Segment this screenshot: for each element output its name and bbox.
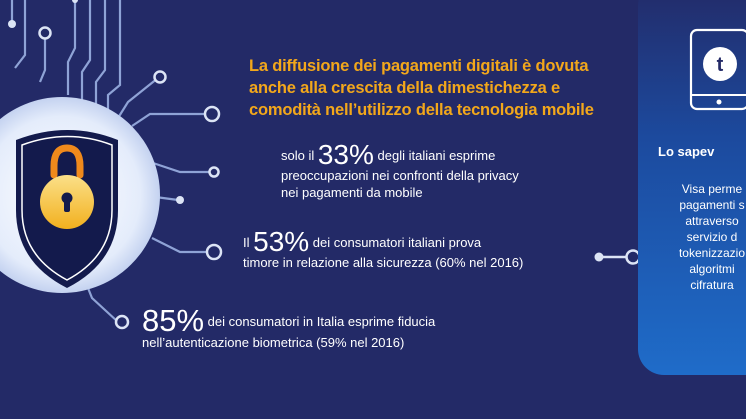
- side-panel-text: Visa perme pagamenti s attraverso serviz…: [642, 181, 746, 293]
- stat-text: degli italiani esprime: [373, 148, 496, 163]
- side-panel-line: tokenizzazio: [678, 246, 746, 260]
- stat-value: 33%: [317, 139, 374, 170]
- stat-value: 85%: [142, 303, 205, 338]
- stat-text: dei consumatori in Italia esprime fiduci…: [204, 314, 436, 329]
- stat-text: preoccupazioni nei confronti della priva…: [281, 168, 519, 183]
- stat-text: nei pagamenti da mobile: [281, 185, 423, 200]
- stat-text: dei consumatori italiani prova: [309, 235, 482, 250]
- headline-line: anche alla crescita della dimestichezza …: [249, 79, 560, 97]
- stat-prefix: Il: [243, 235, 254, 250]
- side-panel-line: algoritmi: [689, 262, 735, 276]
- connector-dots: [8, 0, 604, 262]
- stat-security: Il 53% dei consumatori italiani prova ti…: [243, 228, 583, 271]
- side-panel-title: Lo sapev: [658, 144, 715, 159]
- headline-line: La diffusione dei pagamenti digitali è d…: [249, 57, 589, 75]
- stat-text: timore in relazione alla sicurezza (60% …: [243, 255, 524, 270]
- side-panel: [638, 0, 746, 375]
- tablet-icon: [689, 28, 746, 111]
- stat-biometric: 85% dei consumatori in Italia esprime fi…: [142, 305, 472, 351]
- stat-privacy: solo il 33% degli italiani esprime preoc…: [281, 141, 611, 201]
- stat-text: nell’autenticazione biometrica (59% nel …: [142, 335, 405, 350]
- stat-value: 53%: [253, 226, 310, 257]
- tablet-icon-letter: t: [717, 54, 724, 76]
- side-panel-line: Visa perme: [681, 182, 743, 196]
- stat-prefix: solo il: [281, 148, 318, 163]
- side-panel-line: servizio d: [686, 230, 738, 244]
- side-panel-line: attraverso: [685, 214, 739, 228]
- headline: La diffusione dei pagamenti digitali è d…: [249, 55, 629, 121]
- padlock-icon: [40, 144, 94, 229]
- side-panel-line: pagamenti s: [679, 198, 745, 212]
- circuit-nodes: [38, 26, 641, 330]
- headline-line: comodità nell’utilizzo della tecnologia …: [249, 101, 594, 119]
- side-panel-line: cifratura: [690, 278, 734, 292]
